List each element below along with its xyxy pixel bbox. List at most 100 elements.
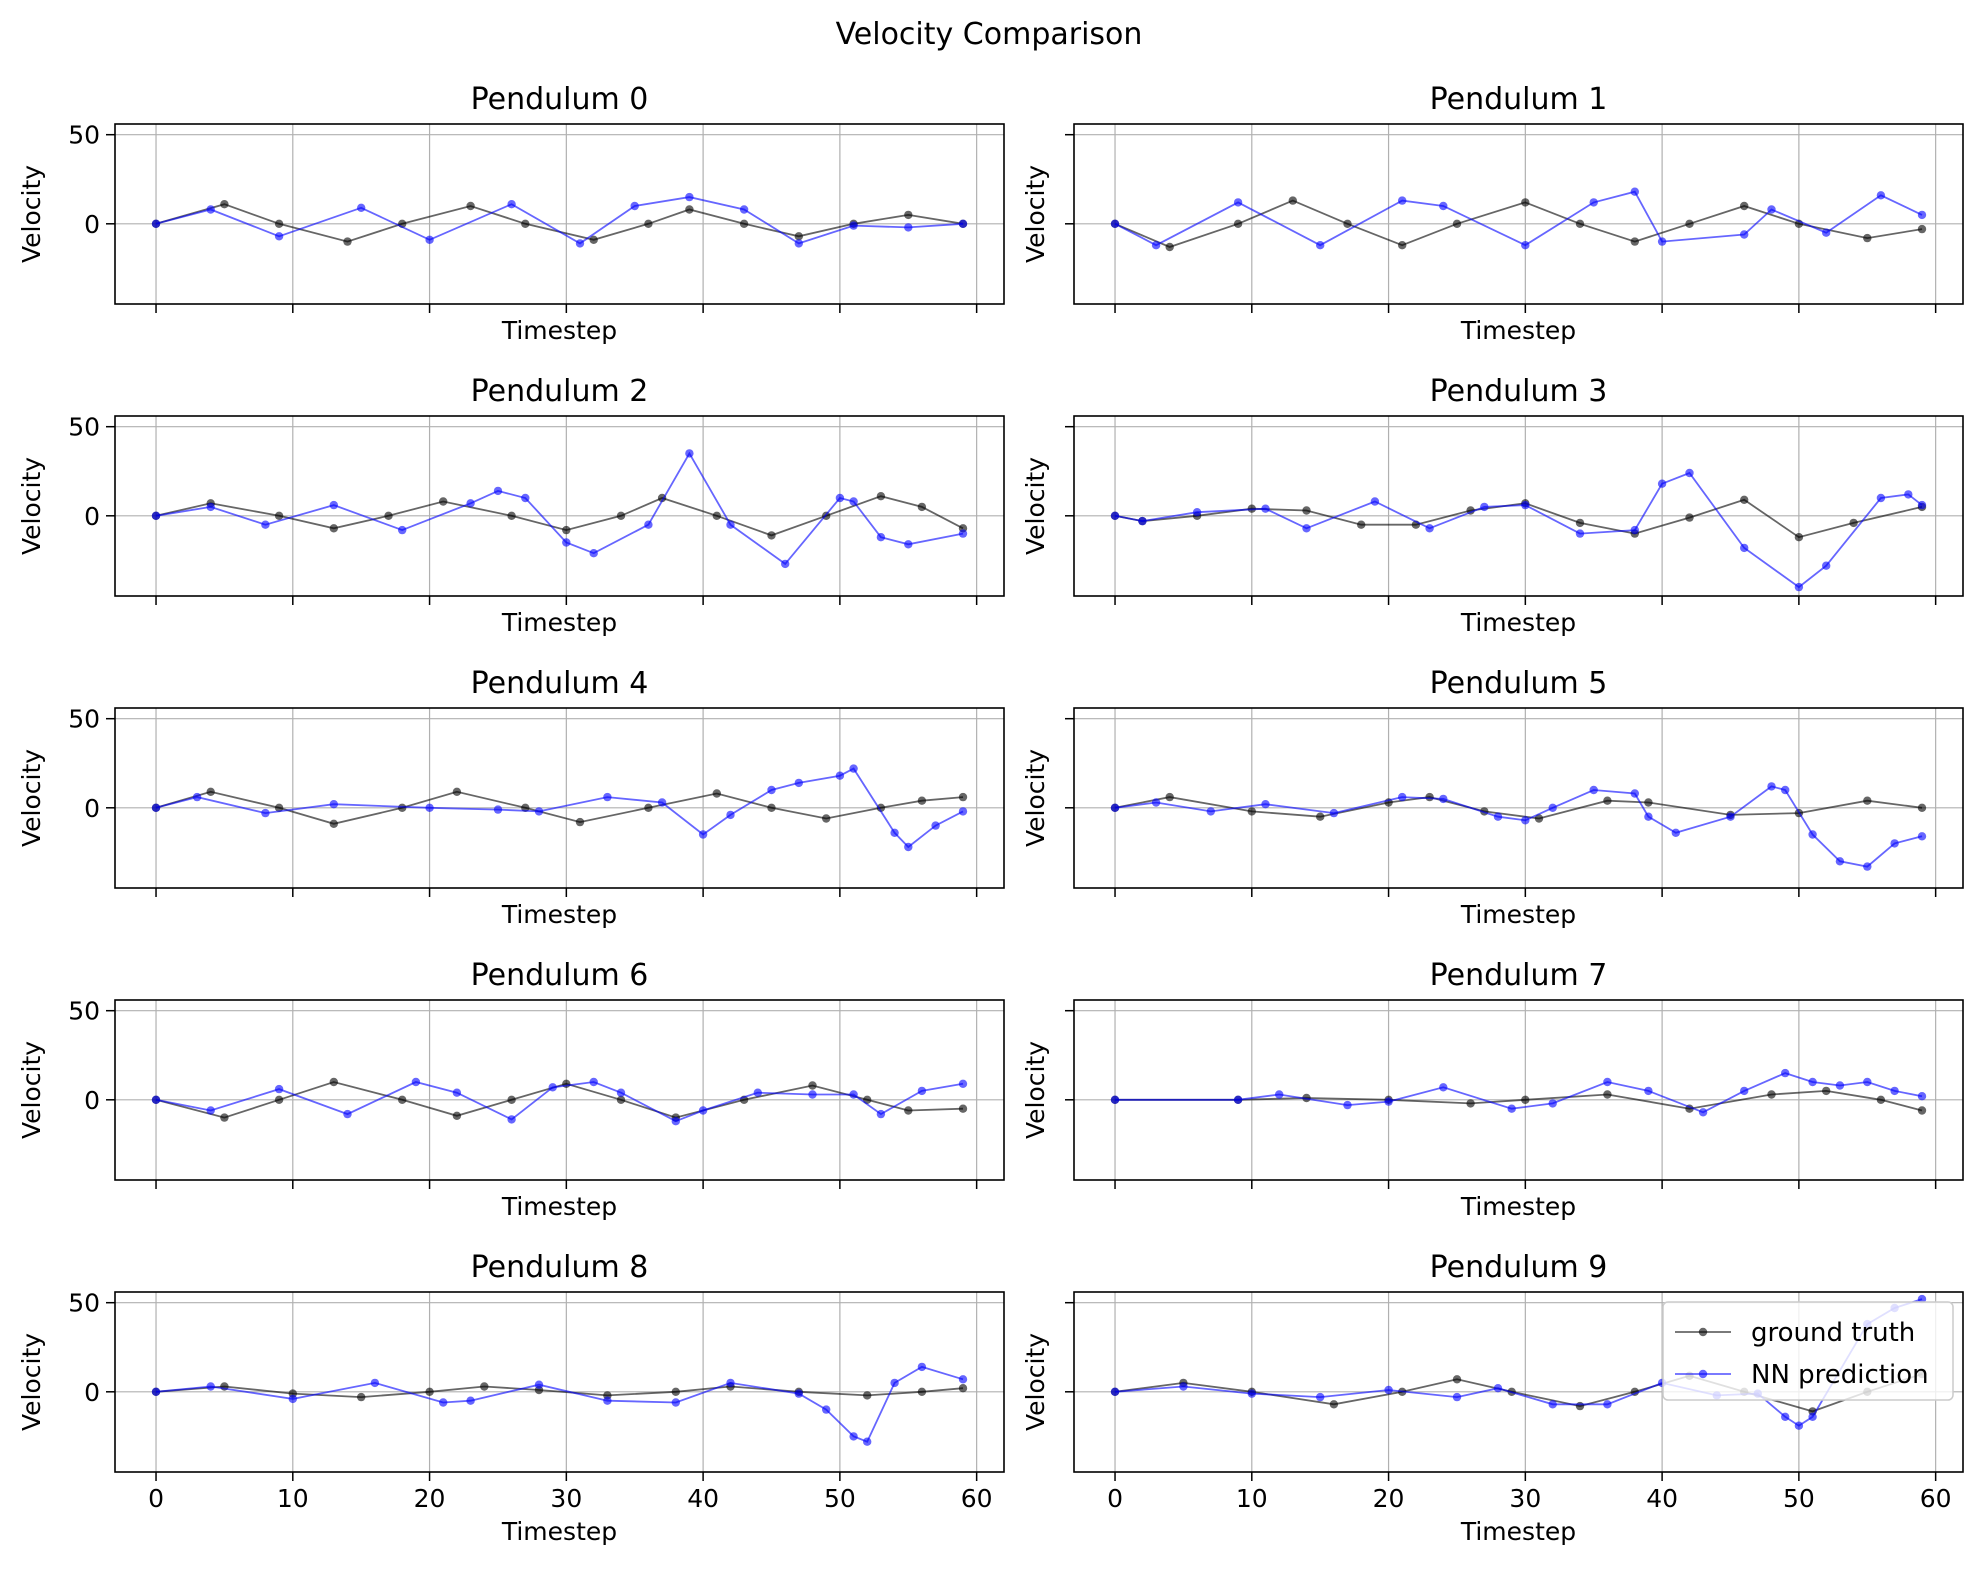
axes-frame [114, 415, 1005, 597]
nn-prediction-point [671, 1117, 680, 1126]
x-axis-label: Timestep [501, 1192, 617, 1221]
ground-truth-point [398, 803, 407, 812]
ground-truth-point [958, 1384, 968, 1393]
nn-prediction-point [1110, 219, 1120, 228]
nn-prediction-point [562, 538, 571, 547]
ground-truth-point [1425, 792, 1434, 802]
nn-prediction-point [863, 1437, 872, 1446]
y-tick-label: 0 [84, 502, 100, 531]
nn-prediction-line [1114, 785, 1923, 868]
nn-prediction-point [1370, 497, 1380, 506]
nn-prediction-point [1890, 1086, 1899, 1096]
nn-prediction-point [274, 232, 284, 241]
nn-prediction-point [753, 1088, 762, 1097]
ground-truth-point [329, 1077, 338, 1087]
nn-prediction-point [808, 1090, 817, 1099]
x-axis-label: Timestep [1460, 1192, 1576, 1221]
nn-prediction-point [1384, 1385, 1393, 1395]
ground-truth-point [1740, 201, 1749, 211]
subplot-title: Pendulum 1 [1430, 82, 1608, 117]
ground-truth-point [274, 511, 284, 520]
nn-prediction-point [466, 1396, 475, 1405]
nn-prediction-point [781, 559, 790, 569]
nn-prediction-point [890, 1378, 899, 1388]
nn-prediction-point [931, 821, 940, 830]
nn-prediction-point [1726, 812, 1735, 821]
nn-prediction-point [1439, 201, 1448, 211]
subplot-title: Pendulum 0 [471, 82, 649, 117]
nn-prediction-point [794, 239, 803, 248]
axes-frame [114, 1291, 1005, 1473]
ground-truth-point [808, 1081, 817, 1090]
nn-prediction-point [411, 1077, 421, 1087]
y-tick-label: 0 [84, 1086, 100, 1115]
x-tick-label: 40 [1646, 1484, 1678, 1513]
x-tick-label: 30 [1509, 1484, 1541, 1513]
nn-prediction-point [671, 1398, 680, 1407]
x-tick-label: 10 [277, 1484, 309, 1513]
nn-prediction-point [1740, 1086, 1749, 1096]
ground-truth-point [521, 219, 530, 228]
nn-prediction-point [1398, 792, 1407, 802]
nn-prediction-line [155, 451, 964, 566]
nn-prediction-point [493, 805, 503, 814]
y-axis-label: Velocity [1021, 1041, 1050, 1139]
ground-truth-point [958, 1104, 968, 1113]
nn-prediction-point [958, 807, 968, 816]
nn-prediction-point [1110, 511, 1120, 520]
ground-truth-point [863, 1391, 872, 1400]
x-tick-label: 60 [1920, 1484, 1952, 1513]
legend-ground-truth-marker [1698, 1327, 1708, 1337]
nn-prediction-point [904, 842, 913, 852]
ground-truth-point [274, 219, 284, 228]
nn-prediction-point [1822, 561, 1831, 570]
nn-prediction-point [151, 1387, 161, 1397]
ground-truth-line [155, 495, 964, 537]
nn-prediction-point [917, 1086, 927, 1096]
ground-truth-point [1398, 241, 1407, 250]
ground-truth-point [466, 201, 475, 211]
nn-prediction-point [958, 219, 968, 228]
nn-prediction-point [958, 1079, 968, 1089]
nn-prediction-point [1603, 1400, 1612, 1409]
nn-prediction-point [1275, 1090, 1284, 1099]
nn-prediction-point [630, 201, 639, 211]
ground-truth-point [1247, 807, 1257, 816]
nn-prediction-point [1110, 1387, 1120, 1397]
nn-prediction-point [1138, 516, 1147, 526]
subplot-title: Pendulum 9 [1430, 1250, 1608, 1285]
nn-prediction-point [589, 1077, 598, 1087]
nn-prediction-point [1521, 816, 1530, 825]
nn-prediction-point [1493, 812, 1503, 821]
ground-truth-point [507, 511, 516, 520]
ground-truth-point [206, 787, 215, 796]
nn-prediction-point [1835, 1081, 1845, 1090]
ground-truth-point [507, 1095, 516, 1105]
subplot-title: Pendulum 5 [1430, 666, 1608, 701]
ground-truth-point [876, 492, 886, 501]
ground-truth-point [685, 205, 694, 214]
nn-prediction-point [261, 520, 270, 529]
ground-truth-point [644, 219, 653, 228]
y-tick-label: 50 [68, 121, 100, 150]
nn-prediction-point [1110, 803, 1120, 812]
x-tick-label: 0 [148, 1484, 164, 1513]
ground-truth-point [1452, 219, 1462, 228]
nn-prediction-point [1685, 468, 1694, 478]
nn-prediction-point [1630, 525, 1640, 535]
y-axis-label: Velocity [17, 1041, 46, 1139]
x-tick-label: 20 [1373, 1484, 1405, 1513]
ground-truth-point [1876, 1095, 1886, 1105]
nn-prediction-point [1589, 198, 1598, 207]
ground-truth-point [1863, 796, 1872, 805]
x-axis-label: Timestep [1460, 608, 1576, 637]
nn-prediction-point [452, 1088, 462, 1097]
ground-truth-point [1452, 1375, 1462, 1384]
ground-truth-point [274, 1095, 284, 1105]
subplot-title: Pendulum 2 [471, 374, 649, 409]
axes-frame [1073, 415, 1964, 597]
subplot-title: Pendulum 4 [471, 666, 649, 701]
y-axis-label: Velocity [1021, 749, 1050, 847]
nn-prediction-point [534, 1380, 544, 1389]
nn-prediction-point [1316, 241, 1325, 250]
